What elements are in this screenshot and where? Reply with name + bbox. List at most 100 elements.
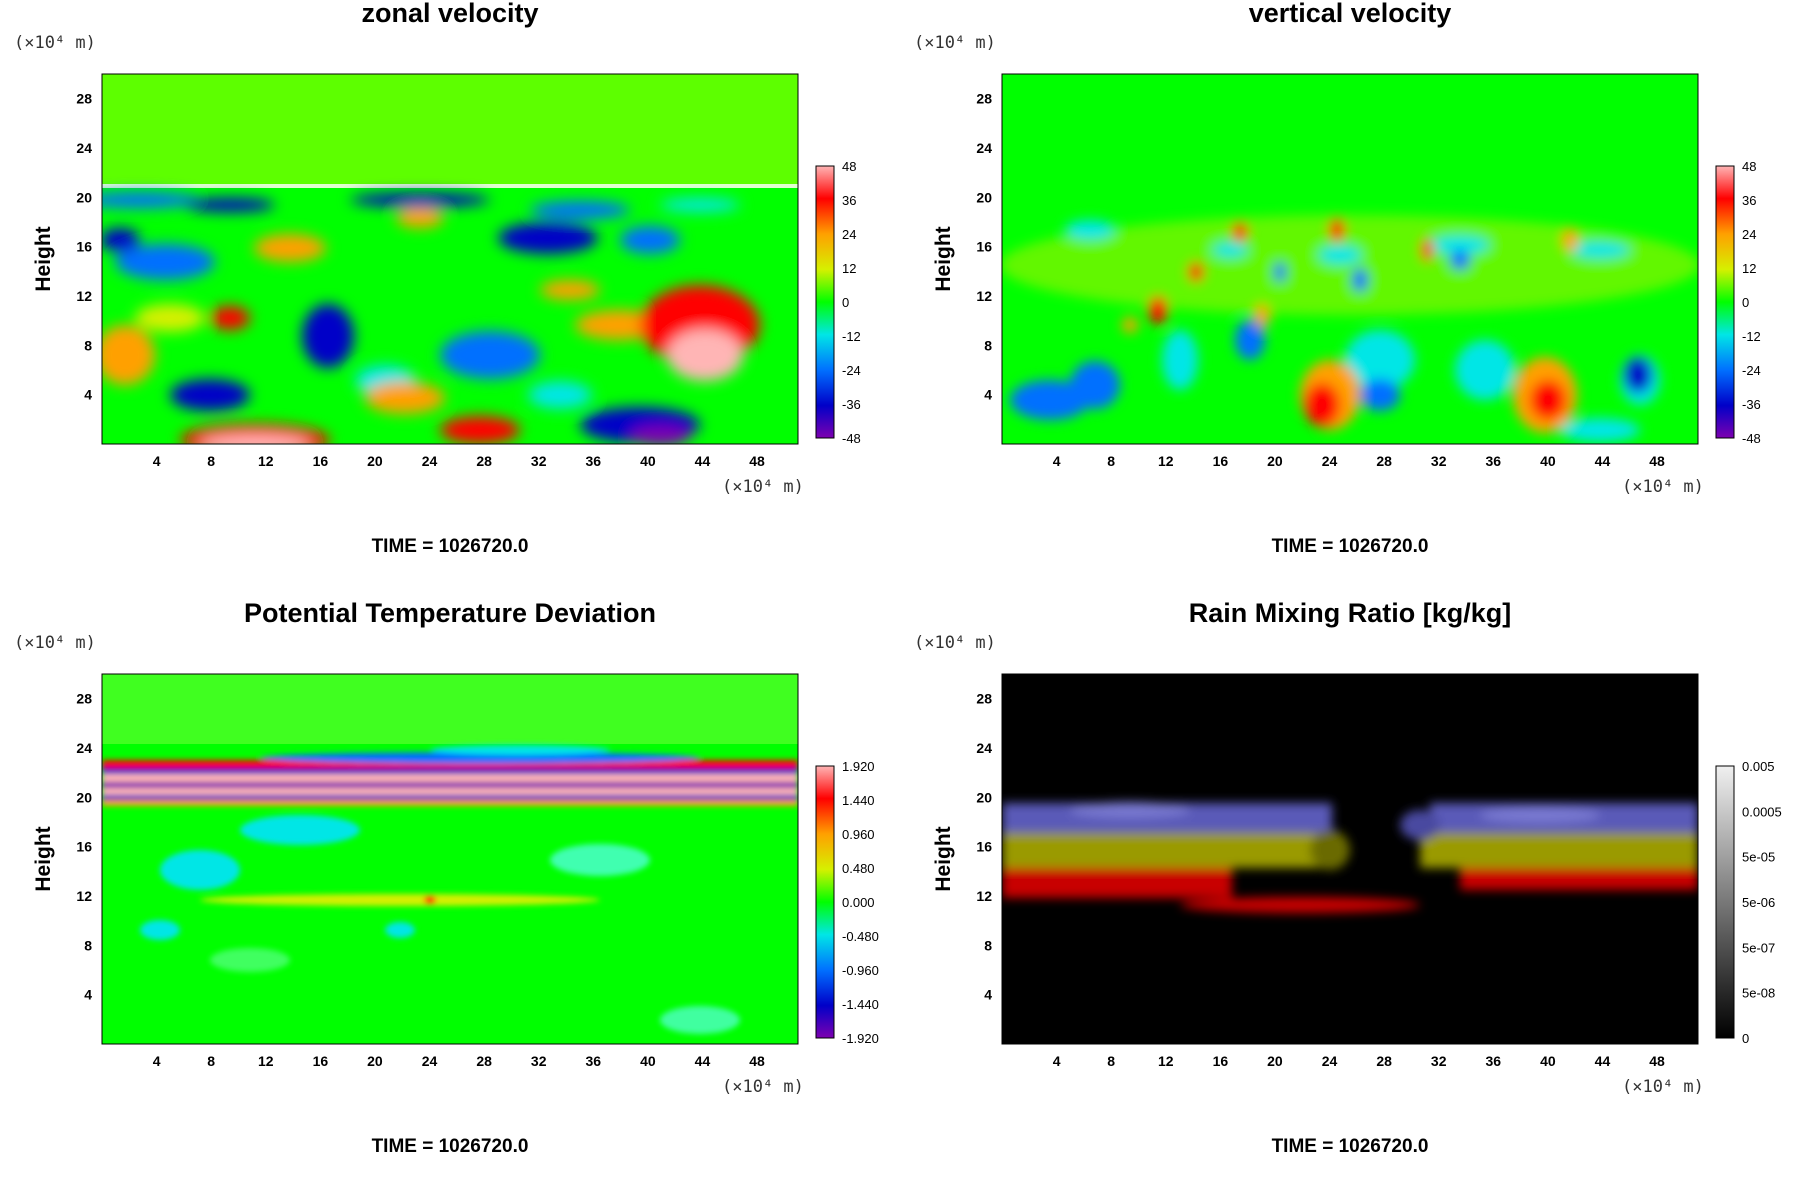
panel-zonal-velocity: zonal velocity (×10⁴ m) Height 4 8 12 16 20 2… xyxy=(0,0,900,600)
y-axis-label: Height xyxy=(932,226,955,291)
y-unit-label: (×10⁴ m) xyxy=(914,33,996,53)
y-tick-label: 4 xyxy=(984,987,992,1003)
x-unit-label: (×10⁴ m) xyxy=(1622,1077,1704,1097)
plot-area xyxy=(102,674,798,1044)
colorbar-tick-label: 0.480 xyxy=(842,861,875,876)
y-unit-label: (×10⁴ m) xyxy=(914,633,996,653)
x-tick-label: 8 xyxy=(1107,1053,1115,1069)
x-tick-label: 24 xyxy=(1322,1053,1338,1069)
colorbar-tick-label: -12 xyxy=(1742,329,1761,344)
y-tick-label: 24 xyxy=(976,140,992,156)
y-tick-label: 16 xyxy=(976,239,992,255)
x-tick-label: 48 xyxy=(749,1053,765,1069)
chart-rain-mixing-ratio: Rain Mixing Ratio [kg/kg] (×10⁴ m) Heigh… xyxy=(914,600,1782,1157)
x-ticks: 4 8 12 16 20 24 28 32 36 40 44 48 xyxy=(153,453,765,469)
x-tick-label: 48 xyxy=(1649,453,1665,469)
time-label: TIME = 1026720.0 xyxy=(372,1136,529,1157)
y-tick-label: 20 xyxy=(976,189,992,205)
x-ticks: 4 8 12 16 20 24 28 32 36 40 44 48 xyxy=(153,1053,765,1069)
time-label: TIME = 1026720.0 xyxy=(1272,536,1429,557)
y-tick-label: 8 xyxy=(984,937,992,953)
tropopause-line xyxy=(102,184,798,188)
panel-vertical-velocity: vertical velocity (×10⁴ m) Height 4 8 12 16… xyxy=(900,0,1800,600)
x-tick-label: 36 xyxy=(1486,453,1502,469)
chart-title: vertical velocity xyxy=(1249,0,1452,28)
x-tick-label: 32 xyxy=(1431,1053,1447,1069)
colorbar-tick-label: -12 xyxy=(842,329,861,344)
colorbar xyxy=(1715,165,1735,439)
plot-area xyxy=(1002,674,1698,1044)
y-axis-label: Height xyxy=(32,226,55,291)
colorbar-tick-label: 1.440 xyxy=(842,793,875,808)
x-tick-label: 12 xyxy=(258,453,274,469)
x-tick-label: 40 xyxy=(640,1053,656,1069)
x-tick-label: 40 xyxy=(1540,453,1556,469)
y-tick-label: 16 xyxy=(976,839,992,855)
x-tick-label: 32 xyxy=(531,1053,547,1069)
y-axis-label: Height xyxy=(932,826,955,891)
y-tick-label: 24 xyxy=(976,740,992,756)
y-tick-label: 12 xyxy=(976,288,992,304)
y-axis-label: Height xyxy=(32,826,55,891)
plot-frame xyxy=(101,73,799,445)
x-tick-label: 44 xyxy=(1595,1053,1611,1069)
colorbar-tick-label: -48 xyxy=(842,431,861,446)
x-tick-label: 4 xyxy=(1053,453,1061,469)
y-ticks: 4 8 12 16 20 24 28 xyxy=(976,91,992,403)
colorbar-tick-label: -0.480 xyxy=(842,929,879,944)
y-tick-label: 16 xyxy=(76,839,92,855)
colorbar xyxy=(1715,765,1735,1039)
temperature-bands xyxy=(102,745,798,1034)
colorbar-tick-label: 0.960 xyxy=(842,827,875,842)
colorbar-tick-label: 36 xyxy=(1742,193,1756,208)
chart-title: Potential Temperature Deviation xyxy=(244,600,656,628)
colorbar-tick-label: 36 xyxy=(842,193,856,208)
x-tick-label: 24 xyxy=(422,453,438,469)
y-tick-label: 12 xyxy=(76,888,92,904)
y-tick-label: 24 xyxy=(76,740,92,756)
y-ticks: 4 8 12 16 20 24 28 xyxy=(976,691,992,1003)
x-tick-label: 48 xyxy=(1649,1053,1665,1069)
x-tick-label: 28 xyxy=(476,453,492,469)
x-tick-label: 32 xyxy=(531,453,547,469)
y-tick-label: 12 xyxy=(976,888,992,904)
chart-title: zonal velocity xyxy=(361,0,538,28)
colorbar-tick-label: -1.920 xyxy=(842,1031,879,1046)
x-tick-label: 12 xyxy=(258,1053,274,1069)
x-tick-label: 28 xyxy=(1376,453,1392,469)
colorbar-tick-label: 12 xyxy=(1742,261,1756,276)
x-tick-label: 16 xyxy=(1213,453,1229,469)
colorbar-tick-label: -24 xyxy=(1742,363,1761,378)
colorbar-tick-label: 48 xyxy=(1742,159,1756,174)
colorbar-ticks: 48 36 24 12 0 -12 -24 -36 -48 xyxy=(1742,159,1761,446)
colorbar xyxy=(815,165,835,439)
y-tick-label: 28 xyxy=(976,691,992,707)
colorbar-tick-label: -36 xyxy=(1742,397,1761,412)
colorbar-tick-label: 0 xyxy=(1742,295,1749,310)
colorbar-tick-label: 0.0005 xyxy=(1742,804,1782,819)
x-tick-label: 44 xyxy=(695,453,711,469)
x-tick-label: 36 xyxy=(586,1053,602,1069)
x-tick-label: 36 xyxy=(1486,1053,1502,1069)
y-tick-label: 28 xyxy=(76,91,92,107)
x-tick-label: 20 xyxy=(367,453,383,469)
y-unit-label: (×10⁴ m) xyxy=(14,33,96,53)
colorbar-tick-label: -36 xyxy=(842,397,861,412)
x-tick-label: 4 xyxy=(1053,1053,1061,1069)
colorbar-tick-label: 0 xyxy=(842,295,849,310)
y-tick-label: 4 xyxy=(984,387,992,403)
x-tick-label: 44 xyxy=(1595,453,1611,469)
x-tick-label: 24 xyxy=(1322,453,1338,469)
x-tick-label: 12 xyxy=(1158,453,1174,469)
y-tick-label: 24 xyxy=(76,140,92,156)
x-tick-label: 44 xyxy=(695,1053,711,1069)
y-unit-label: (×10⁴ m) xyxy=(14,633,96,653)
colorbar-tick-label: -48 xyxy=(1742,431,1761,446)
y-tick-label: 20 xyxy=(76,189,92,205)
time-label: TIME = 1026720.0 xyxy=(372,536,529,557)
y-tick-label: 20 xyxy=(76,789,92,805)
plot-area xyxy=(1002,74,1698,444)
y-tick-label: 20 xyxy=(976,789,992,805)
upper-layer xyxy=(102,74,798,184)
colorbar-tick-label: 5e-08 xyxy=(1742,986,1775,1001)
